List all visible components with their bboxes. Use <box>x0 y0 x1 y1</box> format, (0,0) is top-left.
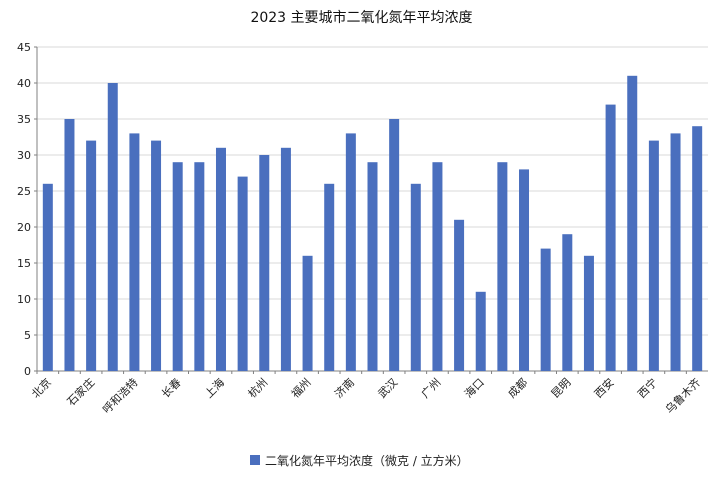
bar-成都 <box>519 169 530 371</box>
x-tick-label: 武汉 <box>376 376 401 401</box>
bar-广州 <box>432 162 443 371</box>
x-tick-label: 乌鲁木齐 <box>662 375 703 416</box>
x-tick-label: 长春 <box>159 376 184 401</box>
bar-郑州 <box>367 162 378 371</box>
x-tick-label: 西安 <box>591 375 616 400</box>
bar-呼和浩特 <box>129 133 140 371</box>
y-tick-label: 10 <box>17 293 31 306</box>
y-tick-label: 15 <box>17 257 31 270</box>
bar-长沙 <box>410 183 421 371</box>
bar-沈阳 <box>151 140 162 371</box>
x-tick-label: 福州 <box>288 375 313 400</box>
y-tick-label: 5 <box>24 329 31 342</box>
y-tick-label: 35 <box>17 113 31 126</box>
bar-西宁 <box>648 140 659 371</box>
bar-济南 <box>345 133 356 371</box>
x-tick-label: 杭州 <box>245 375 270 400</box>
bar-武汉 <box>389 119 400 371</box>
y-tick-label: 25 <box>17 185 31 198</box>
x-tick-label: 广州 <box>419 376 444 401</box>
bar-南宁 <box>454 219 465 371</box>
bar-太原 <box>107 83 118 371</box>
legend-swatch <box>250 455 260 465</box>
x-tick-label: 昆明 <box>549 376 574 401</box>
bar-海口 <box>475 291 486 371</box>
bar-石家庄 <box>86 140 97 371</box>
y-tick-label: 0 <box>24 365 31 378</box>
x-tick-label: 上海 <box>202 375 227 400</box>
x-tick-label: 成都 <box>505 376 530 401</box>
bars <box>42 75 703 372</box>
x-tick-label: 济南 <box>332 375 357 400</box>
bar-南京 <box>237 176 248 371</box>
x-tick-label: 呼和浩特 <box>100 375 141 416</box>
x-tick-label: 石家庄 <box>64 375 97 408</box>
legend-label: 二氧化氮年平均浓度（微克 / 立方米） <box>265 453 469 468</box>
bar-贵阳 <box>540 248 551 371</box>
bar-合肥 <box>280 147 291 371</box>
bar-拉萨 <box>583 255 594 371</box>
legend: 二氧化氮年平均浓度（微克 / 立方米） <box>250 453 469 468</box>
bar-上海 <box>215 147 226 371</box>
bar-银川 <box>670 133 681 371</box>
bar-昆明 <box>562 234 573 371</box>
y-tick-label: 40 <box>17 77 31 90</box>
chart-title: 2023 主要城市二氧化氮年平均浓度 <box>250 9 472 26</box>
y-tick-label: 20 <box>17 221 31 234</box>
bar-乌鲁木齐 <box>692 126 703 371</box>
y-tick-label: 30 <box>17 149 31 162</box>
bar-哈尔滨 <box>194 162 205 371</box>
bar-天津 <box>64 119 75 371</box>
bar-福州 <box>302 255 313 371</box>
x-tick-label: 北京 <box>28 375 53 400</box>
x-tick-label: 西宁 <box>635 375 660 400</box>
y-axis-labels: 0 5 10 15 20 25 30 35 40 45 <box>17 41 31 378</box>
bar-兰州 <box>627 75 638 372</box>
bar-重庆 <box>497 162 508 371</box>
bar-杭州 <box>259 155 270 371</box>
bar-北京 <box>42 183 53 371</box>
x-axis-labels: 北京 石家庄 呼和浩特 长春 上海 杭州 福州 济南 武汉 广州 海口 成都 昆明 西安 西宁 乌鲁木齐 <box>28 375 703 416</box>
bar-长春 <box>172 162 183 371</box>
y-tick-label: 45 <box>17 41 31 54</box>
x-tick-label: 海口 <box>461 375 486 400</box>
bar-南昌 <box>324 183 335 371</box>
bar-西安 <box>605 104 616 371</box>
